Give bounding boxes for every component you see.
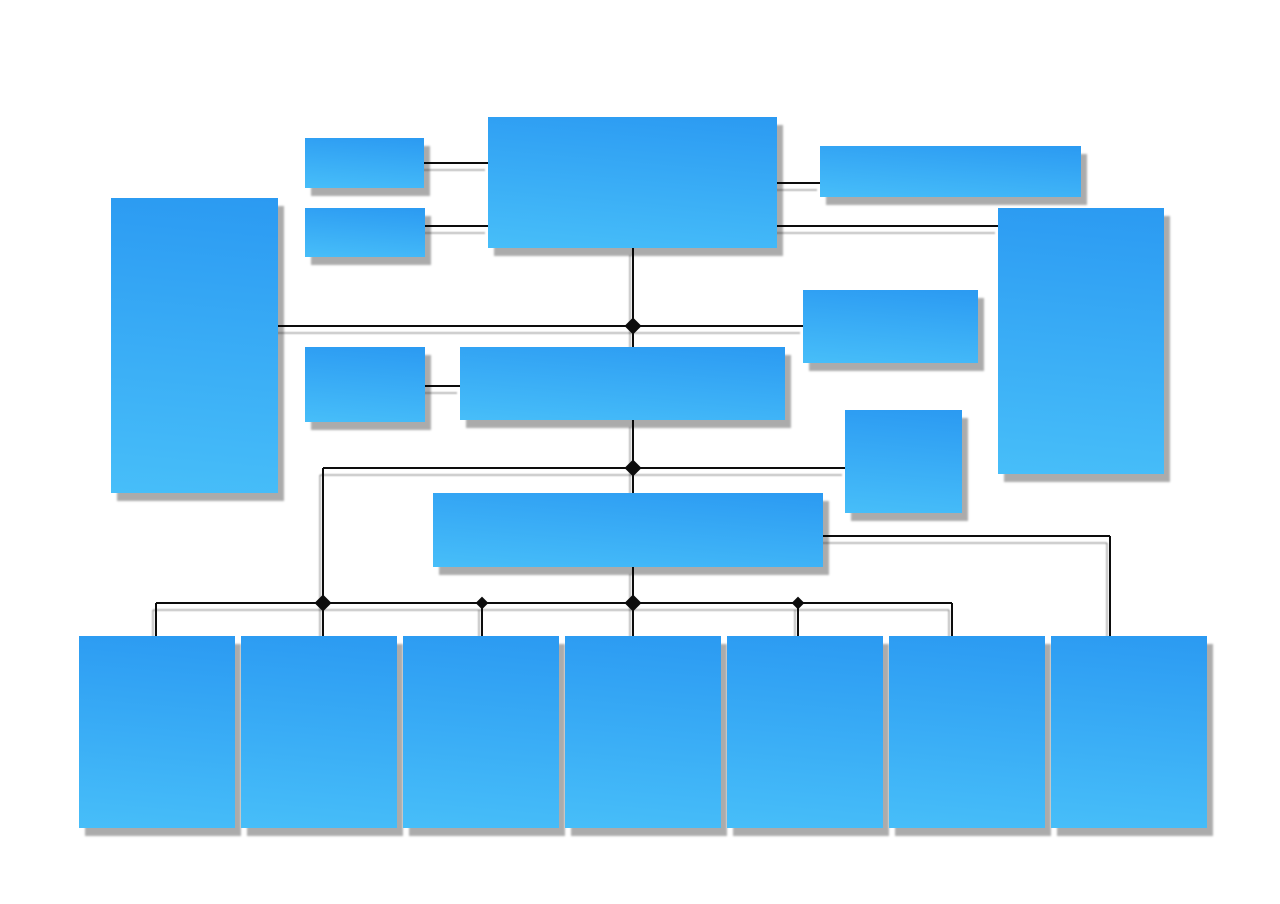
connector-shadow [152,610,154,643]
connector-shadow [774,232,995,234]
node-mid-wide [460,347,785,420]
junction-diamond-icon [475,596,489,610]
node-right-tall [998,208,1164,474]
node-right-small [845,410,962,513]
connector-spine-upper [632,248,634,347]
node-bottom-4 [565,636,721,828]
connector-midsmall-to-midwide [425,385,460,387]
junction-diamond-icon [791,596,805,610]
connector-lowerwide-to-bottom-7 [823,535,1110,537]
connector-drop-bottom-6 [951,603,953,636]
connector-rail-603 [156,602,952,604]
connector-shadow [422,392,457,394]
connector-shadow [319,610,321,643]
node-bottom-5 [727,636,883,828]
connector-root-to-rightwide [777,182,820,184]
connector-shadow [153,609,949,611]
connector-shadow [1106,543,1108,643]
connector-drop-bottom-5 [797,603,799,636]
connector-rail-468 [323,467,845,469]
connector-lowerwide-to-bottom-7 [1109,536,1111,636]
connector-spine-middle [632,420,634,493]
node-mid-small [305,347,425,422]
connector-shadow [629,255,631,354]
connector-shadow [774,189,817,191]
node-top-right-wide [820,146,1081,197]
connector-drop-bottom-3 [481,603,483,636]
connector-drop-bottom-1 [155,603,157,636]
connector-shadow [320,474,842,476]
connector-shadow [421,169,485,171]
node-bottom-1 [79,636,235,828]
node-top-small-a [305,138,424,188]
connector-a-to-root [424,162,488,164]
node-bottom-3 [403,636,559,828]
node-right-medium [803,290,978,363]
connector-shadow [794,610,796,643]
connector-b-to-root [425,225,488,227]
connector-shadow [275,332,800,334]
node-bottom-2 [241,636,397,828]
node-root-large [488,117,777,248]
connector-shadow [422,232,485,234]
connector-shadow [948,610,950,643]
connector-root-to-righttall [777,225,998,227]
connector-drop-bottom-2 [322,603,324,636]
node-bottom-7 [1051,636,1207,828]
node-bottom-6 [889,636,1045,828]
connector-shadow [478,610,480,643]
node-left-tall [111,198,278,493]
connector-shadow [820,542,1107,544]
connector-rail-468-downleg [322,468,324,603]
connector-lefttall-to-medium [278,325,803,327]
connector-shadow [319,475,321,610]
node-top-small-b [305,208,425,257]
node-lower-wide [433,493,823,567]
